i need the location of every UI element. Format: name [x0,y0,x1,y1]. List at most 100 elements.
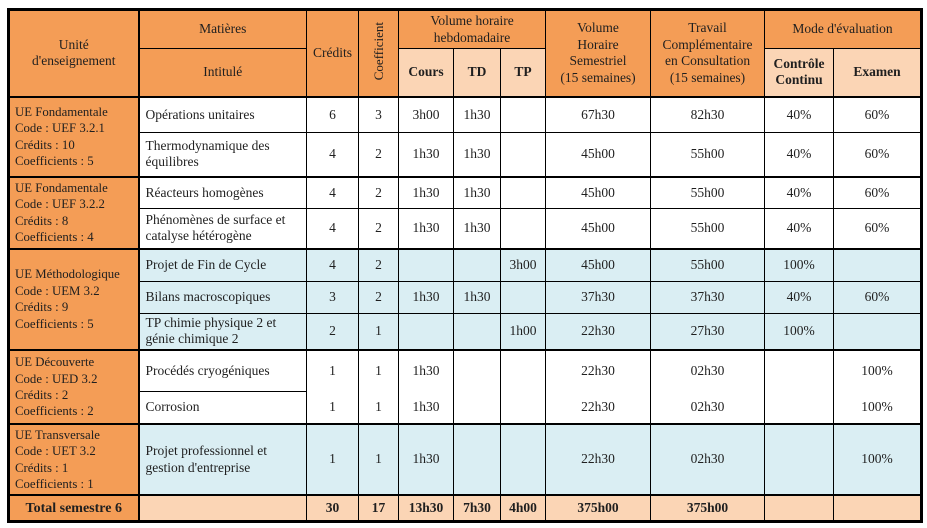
cell-intitule: Phénomènes de surface et catalyse hétéro… [138,208,307,249]
cell-intitule: Corrosion [138,391,307,425]
cell-volume-semestriel: 22h30 [545,422,652,496]
cell-coefficient: 17 [358,494,399,522]
header-row-2: Intitulé Cours TD TP Contrôle Continu Ex… [9,48,923,97]
cell-td [453,312,501,351]
cell-examen: 60% [833,95,923,133]
cell-travail-complementaire: 55h00 [650,175,766,209]
cell-coefficient: 2 [358,247,399,282]
total-row: Total semestre 6 30 17 13h30 7h30 4h00 3… [8,494,923,522]
cell-tp [499,208,547,249]
cell-tp: 3h00 [499,247,547,282]
ue-cell-uem-32: UE Méthodologique Code : UEM 3.2 Crédits… [8,247,140,351]
table-row: UE Fondamentale Code : UEF 3.2.1 Crédits… [8,95,923,177]
cell-volume-semestriel: 45h00 [545,247,652,282]
cell-credits: 2 [306,312,359,351]
cell-tp: 1h00 [499,312,547,351]
cell-cours: 1h30 [398,132,454,177]
cell-td [453,422,501,496]
header-row-1: Unité d'enseignement Matières Crédits Co… [8,9,923,97]
cell-td: 1h30 [453,175,501,209]
cell-controle-continu: 40% [764,175,835,209]
cell-intitule: Bilans macroscopiques [138,281,307,314]
cell-examen [833,494,923,522]
header-tp: TP [499,48,547,97]
table-body: UE Fondamentale Code : UEF 3.2.1 Crédits… [8,95,923,522]
header-coefficient-label: Coefficient [371,21,386,81]
cell-intitule: Projet professionnel et gestion d'entrep… [138,422,307,496]
cell-controle-continu [764,494,835,522]
ue-cell-ued-32: UE Découverte Code : UED 3.2 Crédits : 2… [8,348,140,425]
cell-cours: 1h30 [398,391,454,425]
cell-td: 1h30 [453,281,501,314]
cell-controle-continu: 100% [764,312,835,351]
header-intitule: Intitulé [138,48,307,97]
cell-examen: 60% [833,132,923,177]
cell-credits: 4 [306,247,359,282]
cell-travail-complementaire: 375h00 [650,494,766,522]
cell-examen: 60% [833,281,923,314]
header-credits: Crédits [306,9,359,97]
cell-cours: 3h00 [398,95,454,133]
cell-volume-semestriel: 45h00 [545,132,652,177]
cell-cours: 1h30 [398,422,454,496]
cell-coefficient: 1 [358,312,399,351]
cell-td: 1h30 [453,132,501,177]
cell-credits: 4 [306,175,359,209]
total-label: Total semestre 6 [8,494,140,522]
cell-credits: 6 [306,95,359,133]
cell-cours: 1h30 [398,175,454,209]
cell-credits: 1 [306,348,359,392]
cell-credits: 1 [306,422,359,496]
cell-volume-semestriel: 22h30 [545,348,652,392]
cell-examen: 100% [833,422,923,496]
cell-tp: 4h00 [499,494,547,522]
table-row: Phénomènes de surface et catalyse hétéro… [9,208,923,249]
cell-examen: 100% [833,348,923,392]
table-row: Thermodynamique des équilibres 4 2 1h30 … [9,132,923,177]
cell-intitule: TP chimie physique 2 et génie chimique 2 [138,312,307,351]
cell-cours: 13h30 [398,494,454,522]
cell-credits: 1 [306,391,359,425]
cell-travail-complementaire: 02h30 [650,422,766,496]
cell-travail-complementaire: 37h30 [650,281,766,314]
cell-tp [499,175,547,209]
cell-intitule: Réacteurs homogènes [138,175,307,209]
cell-td [453,348,501,392]
table-row: UE Fondamentale Code : UEF 3.2.2 Crédits… [8,175,923,249]
cell-travail-complementaire: 55h00 [650,208,766,249]
cell-volume-semestriel: 45h00 [545,175,652,209]
cell-examen [833,312,923,351]
cell-cours: 1h30 [398,208,454,249]
cell-volume-semestriel: 37h30 [545,281,652,314]
table-row: Corrosion 1 1 1h30 22h30 02h30 100% [9,391,923,425]
cell-travail-complementaire: 27h30 [650,312,766,351]
header-volume-hebdomadaire: Volume horaire hebdomadaire [397,9,547,49]
cell-cours [398,312,454,351]
table-row: TP chimie physique 2 et génie chimique 2… [9,312,923,351]
cell-travail-complementaire: 82h30 [650,95,766,133]
header-examen: Examen [833,48,923,97]
cell-coefficient: 2 [358,132,399,177]
table-row: UE Transversale Code : UET 3.2 Crédits :… [8,422,923,496]
cell-volume-semestriel: 67h30 [545,95,652,133]
cell-coefficient: 2 [358,175,399,209]
cell-intitule: Opérations unitaires [138,95,307,133]
cell-td [453,391,501,425]
cell-examen: 100% [833,391,923,425]
cell-controle-continu: 40% [764,208,835,249]
cell-intitule: Projet de Fin de Cycle [138,247,307,282]
cell-coefficient: 3 [358,95,399,133]
cell-examen: 60% [833,208,923,249]
cell-cours [398,247,454,282]
cell-controle-continu: 100% [764,247,835,282]
cell-controle-continu: 40% [764,132,835,177]
header-td: TD [453,48,501,97]
cell-td: 1h30 [453,95,501,133]
cell-cours: 1h30 [398,281,454,314]
cell-intitule: Procédés cryogéniques [138,348,307,393]
cell-td [453,247,501,282]
table-row: UE Méthodologique Code : UEM 3.2 Crédits… [8,247,923,351]
cell-coefficient: 1 [358,391,399,425]
cell-travail-complementaire: 02h30 [650,391,766,425]
cell-controle-continu [764,391,835,425]
